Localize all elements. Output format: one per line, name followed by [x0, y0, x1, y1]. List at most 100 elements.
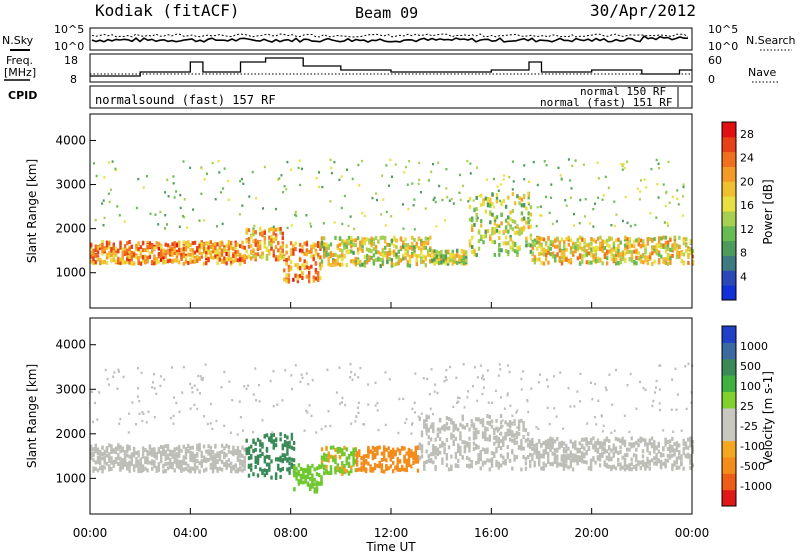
heatmap-cell [261, 255, 264, 260]
heatmap-cell [619, 257, 622, 262]
heatmap-cell [358, 449, 361, 454]
heatmap-cell [605, 463, 609, 468]
heatmap-cell [191, 386, 194, 390]
heatmap-cell [499, 199, 502, 203]
heatmap-cell [574, 446, 577, 451]
heatmap-cell [405, 458, 408, 463]
heatmap-cell [171, 454, 174, 459]
noise-strip-frame [89, 27, 693, 51]
heatmap-cell [613, 429, 616, 433]
heatmap-cell [462, 184, 465, 188]
heatmap-cell [535, 450, 539, 454]
heatmap-cell [108, 383, 110, 386]
heatmap-cell [481, 447, 485, 452]
heatmap-cell [332, 259, 335, 264]
heatmap-cell [141, 450, 145, 455]
colorbar-segment [722, 136, 736, 153]
heatmap-cell [175, 458, 179, 463]
heatmap-cell [569, 450, 572, 455]
colorbar-segment [722, 456, 736, 474]
heatmap-cell [527, 192, 530, 197]
heatmap-cell [527, 242, 530, 247]
heatmap-cell [149, 212, 152, 215]
heatmap-cell [389, 464, 393, 469]
heatmap-cell [682, 447, 685, 452]
heatmap-cell [166, 447, 170, 452]
heatmap-cell [547, 452, 550, 456]
heatmap-cell [189, 446, 192, 451]
heatmap-cell [610, 247, 613, 252]
heatmap-cell [171, 462, 174, 467]
heatmap-cell [214, 444, 217, 449]
heatmap-cell [365, 247, 369, 252]
heatmap-cell [466, 396, 469, 399]
heatmap-cell [497, 436, 500, 441]
heatmap-cell [245, 227, 248, 232]
heatmap-cell [130, 458, 133, 463]
heatmap-cell [263, 240, 266, 245]
heatmap-cell [467, 390, 470, 393]
heatmap-cell [232, 246, 235, 251]
heatmap-cell [207, 250, 210, 255]
heatmap-cell [560, 457, 563, 462]
heatmap-cell [549, 442, 552, 447]
heatmap-cell [227, 251, 231, 256]
heatmap-cell [418, 416, 421, 421]
heatmap-cell [565, 204, 568, 207]
heatmap-cell [104, 368, 107, 372]
heatmap-cell [615, 246, 618, 251]
heatmap-cell [402, 397, 405, 401]
heatmap-cell [612, 258, 616, 262]
heatmap-cell [108, 467, 111, 472]
heatmap-cell [476, 376, 479, 379]
heatmap-cell [211, 255, 215, 260]
heatmap-cell [184, 466, 188, 471]
heatmap-cell [355, 451, 359, 456]
heatmap-cell [117, 368, 120, 371]
heatmap-cell [173, 241, 176, 246]
heatmap-cell [486, 198, 490, 203]
heatmap-cell [216, 253, 219, 258]
heatmap-cell [574, 455, 577, 460]
heatmap-cell [187, 252, 190, 257]
heatmap-cell [117, 443, 120, 448]
heatmap-cell [227, 198, 230, 202]
heatmap-cell [270, 241, 273, 246]
heatmap-cell [424, 207, 427, 210]
heatmap-cell [415, 241, 418, 246]
heatmap-cell [239, 467, 242, 472]
heatmap-cell [513, 201, 517, 206]
heatmap-cell [290, 464, 294, 469]
heatmap-cell [406, 183, 409, 186]
heatmap-cell [671, 436, 674, 441]
heatmap-cell [101, 469, 104, 474]
heatmap-cell [583, 253, 586, 258]
heatmap-cell [239, 180, 242, 183]
heatmap-cell [685, 407, 688, 411]
heatmap-cell [365, 260, 369, 265]
heatmap-cell [92, 261, 95, 266]
heatmap-cell [545, 195, 547, 199]
heatmap-cell [283, 456, 287, 461]
heatmap-cell [252, 448, 255, 453]
heatmap-cell [327, 244, 330, 249]
heatmap-cell [281, 446, 284, 451]
heatmap-cell [323, 248, 326, 253]
heatmap-cell [312, 254, 315, 259]
heatmap-cell [308, 404, 311, 407]
heatmap-cell [438, 184, 441, 188]
heatmap-cell [628, 241, 631, 246]
heatmap-cell [159, 210, 162, 214]
heatmap-cell [460, 249, 463, 254]
heatmap-cell [297, 479, 301, 484]
heatmap-cell [272, 225, 275, 228]
heatmap-cell [673, 462, 676, 467]
heatmap-cell [569, 238, 573, 243]
heatmap-cell [446, 196, 449, 199]
heatmap-cell [332, 262, 335, 267]
heatmap-cell [128, 460, 131, 465]
heatmap-cell [146, 248, 149, 253]
heatmap-cell [162, 469, 165, 474]
heatmap-cell [173, 244, 176, 249]
heatmap-cell [352, 258, 355, 263]
